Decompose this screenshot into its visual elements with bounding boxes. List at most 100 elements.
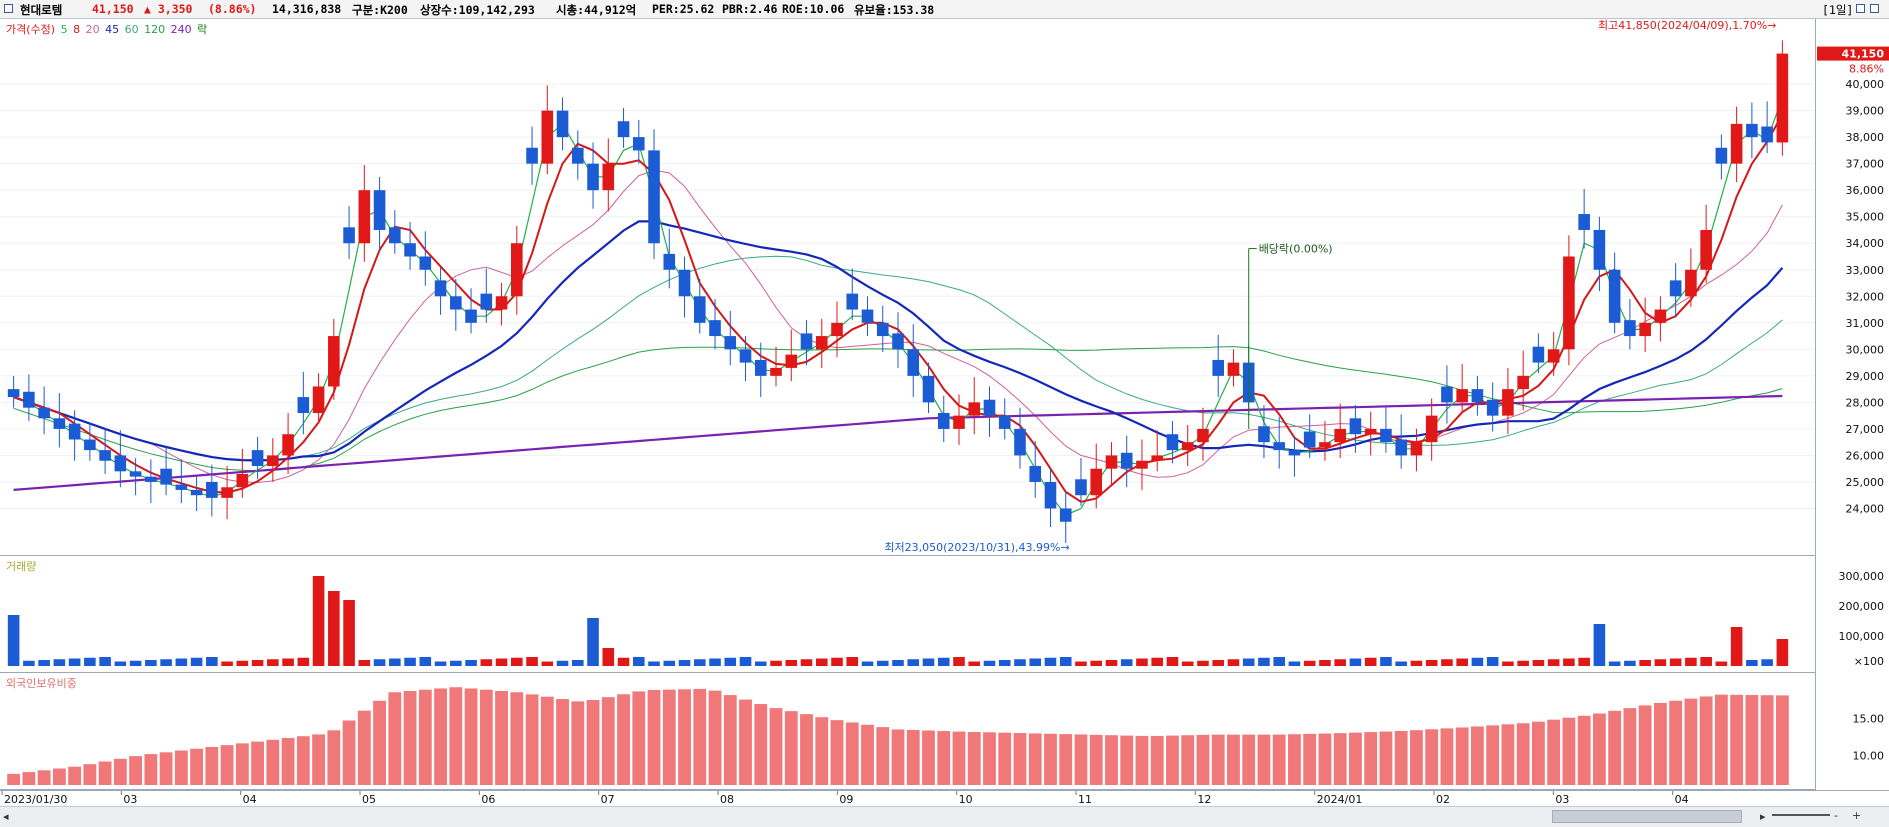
scroll-left-icon[interactable]: ◂ bbox=[3, 810, 9, 823]
volume-bar bbox=[1517, 660, 1529, 666]
date-axis: 2023/01/30 03 04 05 06 07 08 09 10 11 12 2024/01 02 0… bbox=[0, 790, 1889, 807]
foreign-bar bbox=[1440, 728, 1454, 785]
candle-body bbox=[846, 293, 859, 310]
candle-body bbox=[389, 227, 401, 244]
volume-bar bbox=[511, 657, 523, 666]
foreign-bar bbox=[159, 752, 173, 785]
period-selector[interactable]: [1일] bbox=[1822, 3, 1854, 17]
candle-body bbox=[1044, 481, 1057, 509]
close-icon[interactable] bbox=[1870, 4, 1879, 13]
chart-scrollbar[interactable]: ◂ ▸ - + bbox=[0, 806, 1889, 827]
foreign-bar bbox=[190, 748, 204, 785]
foreign-panel[interactable]: 외국인보유비중 bbox=[0, 673, 1815, 790]
volume-bar bbox=[1258, 657, 1270, 666]
foreign-bar bbox=[1196, 734, 1210, 785]
candle-body bbox=[1090, 468, 1103, 496]
candle-body bbox=[1349, 418, 1362, 435]
volume-bar bbox=[663, 660, 676, 666]
candle-body bbox=[1288, 450, 1301, 456]
foreign-bar bbox=[1044, 733, 1057, 785]
candle-body bbox=[617, 121, 630, 138]
candle-body bbox=[587, 163, 599, 191]
candle-body bbox=[129, 471, 142, 477]
foreign-bar bbox=[983, 732, 996, 785]
volume-bar bbox=[1669, 658, 1682, 666]
foreign-bar bbox=[556, 699, 569, 785]
volume-bar bbox=[709, 658, 721, 666]
candle-body bbox=[251, 450, 264, 467]
reserve-ratio: 유보율:153.38 bbox=[854, 3, 935, 17]
candle-body bbox=[861, 309, 874, 323]
window-menu-icon[interactable] bbox=[4, 4, 13, 13]
candle-body bbox=[1258, 426, 1270, 443]
candle-body bbox=[1151, 455, 1164, 461]
foreign-tick: 15.00 bbox=[1853, 712, 1885, 725]
volume-bar bbox=[7, 615, 20, 666]
candle-body bbox=[556, 110, 569, 138]
foreign-bar bbox=[495, 690, 508, 785]
pbr: PBR:2.46 bbox=[722, 2, 778, 16]
zoom-in-icon[interactable]: + bbox=[1852, 809, 1862, 822]
price-tick: 29,000 bbox=[1846, 370, 1885, 383]
foreign-bar bbox=[1410, 730, 1423, 785]
volume-bar bbox=[541, 661, 554, 666]
price-tick: 31,000 bbox=[1846, 317, 1885, 330]
price-tick: 25,000 bbox=[1846, 476, 1885, 489]
foreign-bar bbox=[906, 729, 920, 785]
foreign-bar bbox=[784, 711, 798, 785]
price-panel[interactable]: 최고41,850(2024/04/09),1.70%→ 최저23,050(2023… bbox=[0, 19, 1815, 556]
candle-body bbox=[1059, 508, 1072, 522]
foreign-bar bbox=[37, 770, 51, 785]
volume-bar bbox=[587, 618, 599, 666]
zoom-slider[interactable] bbox=[1772, 814, 1830, 816]
legend-ma8: 8 bbox=[73, 23, 81, 36]
volume-bar bbox=[23, 660, 35, 666]
foreign-bar bbox=[144, 754, 158, 785]
volume-bar bbox=[267, 659, 279, 666]
volume-bar bbox=[480, 659, 493, 666]
candle-body bbox=[1181, 442, 1194, 451]
volume-bar bbox=[1288, 661, 1301, 666]
scroll-thumb[interactable] bbox=[1552, 810, 1742, 823]
last-price-label: 41,150 bbox=[1842, 48, 1885, 61]
candle-body bbox=[1380, 428, 1392, 443]
volume-bar bbox=[937, 657, 950, 666]
date-tick: 03 bbox=[123, 793, 137, 806]
foreign-bar bbox=[1684, 698, 1698, 785]
scroll-right-icon[interactable]: ▸ bbox=[1760, 810, 1766, 823]
volume-chart bbox=[7, 576, 1789, 666]
volume-bar bbox=[602, 648, 615, 666]
candle-body bbox=[53, 418, 66, 429]
candle-body bbox=[1334, 428, 1346, 443]
candle-body bbox=[892, 333, 904, 350]
current-price: 41,150 bbox=[92, 2, 134, 16]
restore-icon[interactable] bbox=[1856, 4, 1865, 13]
foreign-bar bbox=[220, 745, 234, 785]
last-price-tag bbox=[1817, 46, 1889, 61]
volume-bar bbox=[739, 657, 752, 666]
volume-bar bbox=[1364, 657, 1377, 666]
candle-body bbox=[693, 296, 706, 323]
foreign-bar bbox=[678, 689, 691, 785]
candle-body bbox=[602, 163, 615, 191]
candle-body bbox=[282, 434, 294, 456]
foreign-bar bbox=[281, 738, 295, 785]
candle-body bbox=[1730, 123, 1743, 164]
volume-bar bbox=[236, 660, 249, 666]
volume-panel[interactable]: 거래량 bbox=[0, 556, 1815, 673]
volume-bar bbox=[983, 660, 996, 666]
candle-body bbox=[1700, 229, 1712, 270]
candle-body bbox=[678, 269, 691, 297]
foreign-bar bbox=[7, 773, 21, 785]
zoom-out-icon[interactable]: - bbox=[1834, 809, 1838, 822]
foreign-bar bbox=[83, 764, 97, 785]
volume-bar bbox=[1075, 661, 1087, 666]
candle-body bbox=[953, 415, 965, 429]
volume-bar bbox=[175, 658, 188, 666]
volume-bar bbox=[968, 661, 981, 666]
foreign-bar bbox=[723, 695, 737, 785]
price-tick: 39,000 bbox=[1846, 105, 1885, 118]
last-price-pct: 8.86% bbox=[1849, 63, 1884, 76]
candle-body bbox=[190, 489, 203, 496]
foreign-bar bbox=[449, 687, 463, 785]
